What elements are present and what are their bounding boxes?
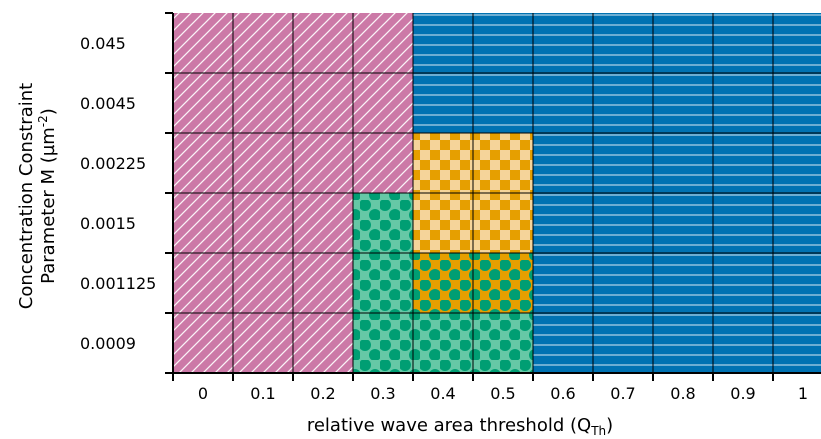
heatmap-cell [233, 133, 293, 193]
heatmap-cell [293, 133, 353, 193]
heatmap-cell [593, 313, 653, 373]
heatmap-cell [293, 73, 353, 133]
x-tick-label: 0.3 [370, 384, 395, 403]
x-tick-label: 0.5 [490, 384, 515, 403]
heatmap-cell [653, 133, 713, 193]
x-tick-label: 0 [198, 384, 208, 403]
y-tick-label: 0.00225 [80, 154, 146, 173]
y-tick-label: 0.0045 [80, 94, 136, 113]
heatmap-cell [173, 133, 233, 193]
x-tick-label: 0.7 [610, 384, 635, 403]
heatmap-cell [233, 193, 293, 253]
heatmap-cell [713, 133, 773, 193]
heatmap-cell [533, 133, 593, 193]
heatmap-cell [773, 253, 821, 313]
heatmap-cell [413, 13, 473, 73]
heatmap-cell [713, 253, 773, 313]
heatmap-cell [353, 73, 413, 133]
heatmap-cells [173, 13, 821, 373]
x-tick-label: 0.6 [550, 384, 575, 403]
heatmap-cell [173, 253, 233, 313]
y-tick-label: 0.0009 [80, 334, 136, 353]
heatmap-cell [713, 13, 773, 73]
heatmap-cell [773, 73, 821, 133]
y-axis-label-line2: Parameter M (µm-2) [36, 108, 59, 284]
heatmap-cell [533, 313, 593, 373]
heatmap-cell [473, 253, 533, 313]
x-tick-label: 0.8 [670, 384, 695, 403]
y-tick-label: 0.0015 [80, 214, 136, 233]
heatmap-cell [653, 253, 713, 313]
heatmap-cell [773, 13, 821, 73]
x-tick-label: 0.1 [250, 384, 275, 403]
x-tick-label: 0.4 [430, 384, 455, 403]
heatmap-cell [353, 253, 413, 313]
y-tick-label: 0.001125 [80, 274, 156, 293]
heatmap-cell [593, 193, 653, 253]
x-axis-ticks: 0 0.1 0.2 0.3 0.4 0.5 0.6 0.7 0.8 0.9 1 [172, 373, 808, 403]
heatmap-cell [773, 133, 821, 193]
heatmap-cell [653, 193, 713, 253]
heatmap-cell [593, 253, 653, 313]
x-tick-label: 0.9 [730, 384, 755, 403]
heatmap-cell [353, 133, 413, 193]
heatmap-cell [713, 313, 773, 373]
heatmap-cell [473, 133, 533, 193]
x-axis-label: relative wave area threshold (QTh) [307, 415, 613, 438]
heatmap-cell [413, 193, 473, 253]
heatmap-cell [533, 73, 593, 133]
heatmap-cell [293, 313, 353, 373]
heatmap-cell [233, 73, 293, 133]
y-tick-label: 0.045 [80, 34, 126, 53]
heatmap-cell [653, 13, 713, 73]
heatmap-cell [713, 193, 773, 253]
y-axis-label-group: Concentration Constraint Parameter M (µm… [16, 83, 59, 309]
heatmap-cell [653, 313, 713, 373]
heatmap-cell [593, 13, 653, 73]
heatmap-cell [473, 313, 533, 373]
heatmap-cell [773, 313, 821, 373]
heatmap-cell [293, 193, 353, 253]
heatmap-cell [413, 253, 473, 313]
x-tick-label: 0.2 [310, 384, 335, 403]
heatmap-cell [233, 13, 293, 73]
heatmap-cell [233, 313, 293, 373]
heatmap-cell [533, 253, 593, 313]
grid-lines [173, 13, 821, 373]
heatmap-cell [473, 193, 533, 253]
y-axis-label-line1: Concentration Constraint [16, 83, 37, 309]
heatmap-cell [173, 13, 233, 73]
heatmap-cell [173, 313, 233, 373]
heatmap-cell [533, 193, 593, 253]
heatmap-cell [653, 73, 713, 133]
heatmap-cell [593, 73, 653, 133]
heatmap-cell [353, 193, 413, 253]
heatmap-cell [173, 73, 233, 133]
heatmap-cell [353, 13, 413, 73]
heatmap-cell [533, 13, 593, 73]
heatmap-cell [233, 253, 293, 313]
heatmap-cell [413, 313, 473, 373]
y-axis-ticks: 0.045 0.0045 0.00225 0.0015 0.001125 0.0009 [80, 12, 173, 374]
heatmap-cell [473, 73, 533, 133]
heatmap-cell [713, 73, 773, 133]
heatmap-cell [293, 253, 353, 313]
heatmap-cell [413, 73, 473, 133]
x-tick-label: 1 [798, 384, 808, 403]
heatmap-cell [593, 133, 653, 193]
heatmap-cell [353, 313, 413, 373]
heatmap-cell [413, 133, 473, 193]
heatmap-cell [293, 13, 353, 73]
heatmap-cell [773, 193, 821, 253]
heatmap-cell [173, 193, 233, 253]
heatmap-cell [473, 13, 533, 73]
